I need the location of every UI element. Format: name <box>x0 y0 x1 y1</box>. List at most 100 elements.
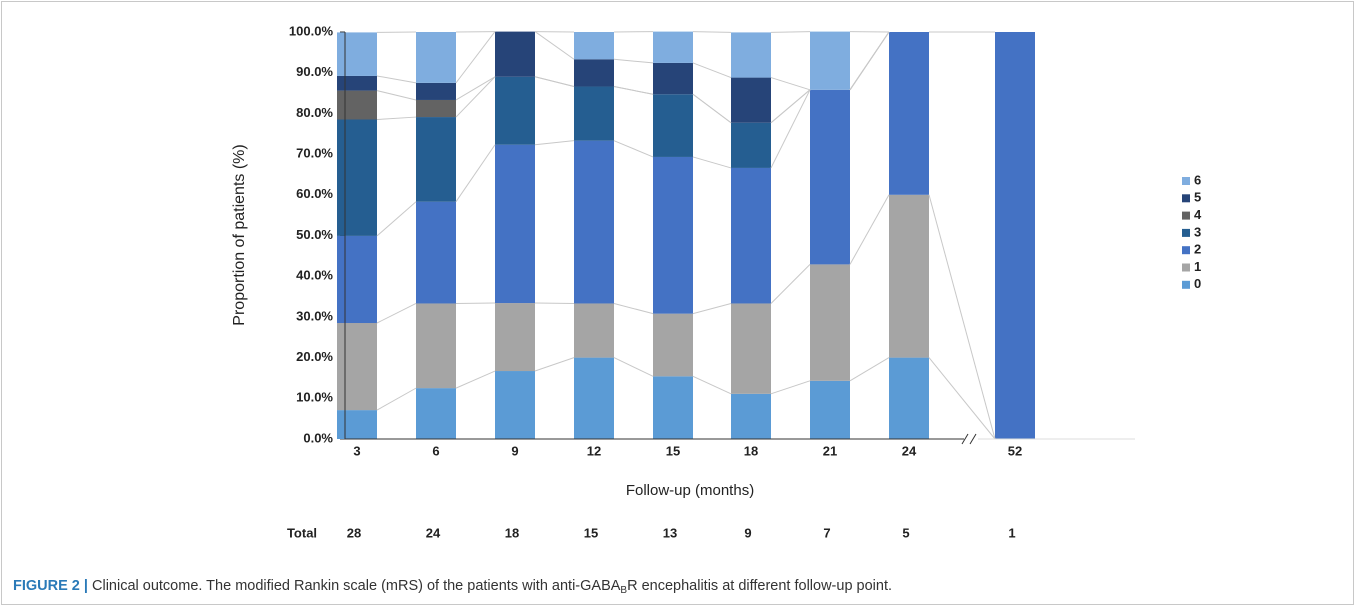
bar-segment <box>416 201 456 304</box>
connector-line <box>455 76 496 101</box>
connector-line <box>692 93 732 124</box>
bar-segment <box>495 371 535 439</box>
bar-segment <box>574 86 614 141</box>
y-tick-label: 70.0% <box>296 146 333 161</box>
connector-line <box>692 156 732 169</box>
caption-sub: B <box>620 585 628 596</box>
connector-line <box>534 140 575 146</box>
connector-line <box>849 31 890 91</box>
connector-line <box>455 76 496 118</box>
bar-segment <box>889 32 929 195</box>
bar-segment <box>337 75 377 91</box>
connector-line <box>613 357 654 377</box>
y-tick-label: 100.0% <box>289 23 334 38</box>
legend-label: 3 <box>1194 224 1201 239</box>
bar-segment <box>995 32 1035 439</box>
bar-segment <box>495 31 535 77</box>
bar-segment <box>653 313 693 377</box>
connector-line <box>534 357 575 372</box>
total-label: Total <box>287 525 317 540</box>
x-tick-label: 3 <box>353 443 360 458</box>
bar-segment <box>731 77 771 123</box>
bar-segment <box>653 62 693 95</box>
x-tick-label: 12 <box>587 443 601 458</box>
connector-line <box>613 86 654 95</box>
y-tick-label: 10.0% <box>296 390 333 405</box>
connector-line <box>770 31 811 33</box>
legend-label: 6 <box>1194 172 1201 187</box>
connector-line <box>376 201 417 237</box>
bar-segment <box>574 59 614 87</box>
bar-segment <box>416 117 456 202</box>
connector-line <box>613 302 654 315</box>
x-axis-label: Follow-up (months) <box>626 482 754 499</box>
y-tick-label: 30.0% <box>296 308 333 323</box>
total-value: 9 <box>744 525 751 540</box>
legend-label: 4 <box>1194 207 1202 222</box>
x-tick-label: 21 <box>823 443 837 458</box>
bar-segment <box>731 122 771 168</box>
axis-break <box>969 433 977 445</box>
bar-segment <box>337 119 377 236</box>
bar-segment <box>889 357 929 439</box>
y-axis-label: Proportion of patients (%) <box>231 144 248 325</box>
legend-swatch <box>1182 228 1190 237</box>
caption-label: FIGURE 2 | <box>13 578 88 594</box>
legend-swatch <box>1182 280 1190 289</box>
bar-segment <box>810 380 850 439</box>
caption: FIGURE 2 | Clinical outcome. The modifie… <box>13 578 892 596</box>
connector-line <box>613 58 654 64</box>
connector-line <box>376 75 417 84</box>
connector-line <box>928 194 996 440</box>
bar-segment <box>337 90 377 120</box>
y-tick-label: 0.0% <box>303 430 333 445</box>
bar-segment <box>810 89 850 265</box>
bar-segment <box>416 303 456 389</box>
bar-segment <box>337 323 377 411</box>
bar-segment <box>731 32 771 78</box>
total-value: 18 <box>505 525 519 540</box>
connector-line <box>376 116 417 121</box>
total-value: 1 <box>1008 525 1015 540</box>
bar-segment <box>337 410 377 439</box>
total-value: 7 <box>823 525 830 540</box>
legend-swatch <box>1182 211 1190 220</box>
x-tick-label: 6 <box>432 443 439 458</box>
connector-line <box>770 77 811 91</box>
bar-segment <box>416 82 456 100</box>
total-value: 13 <box>663 525 677 540</box>
legend-label: 5 <box>1194 190 1201 205</box>
connector-line <box>770 89 811 169</box>
legend-swatch <box>1182 177 1190 185</box>
bar-segment <box>653 156 693 314</box>
x-tick-label: 52 <box>1008 443 1022 458</box>
connector-line <box>692 302 732 315</box>
connector-line <box>534 31 575 60</box>
bar-segment <box>495 144 535 304</box>
bar-segment <box>889 194 929 358</box>
bar-segment <box>653 94 693 157</box>
legend-swatch <box>1182 263 1190 272</box>
caption-text: Clinical outcome. The modified Rankin sc… <box>92 578 621 594</box>
bar-segment <box>731 303 771 394</box>
x-tick-label: 24 <box>902 443 917 458</box>
x-tick-label: 9 <box>511 443 518 458</box>
connector-line <box>613 140 654 158</box>
total-value: 24 <box>426 525 441 540</box>
bar-segment <box>416 388 456 439</box>
connector-line <box>455 31 496 84</box>
bar-segment <box>731 167 771 304</box>
connector-line <box>849 357 890 382</box>
chart: Follow-up (months) Proportion of patient… <box>231 23 1202 540</box>
connector-line <box>534 76 575 88</box>
connector-line <box>770 264 811 304</box>
bar-segment <box>653 376 693 439</box>
bar-segment <box>653 31 693 63</box>
x-tick-label: 15 <box>666 443 680 458</box>
bar-segment <box>574 140 614 304</box>
connector-line <box>376 387 417 411</box>
bar-segment <box>574 32 614 60</box>
legend-swatch <box>1182 194 1190 203</box>
bar-segment <box>495 303 535 372</box>
